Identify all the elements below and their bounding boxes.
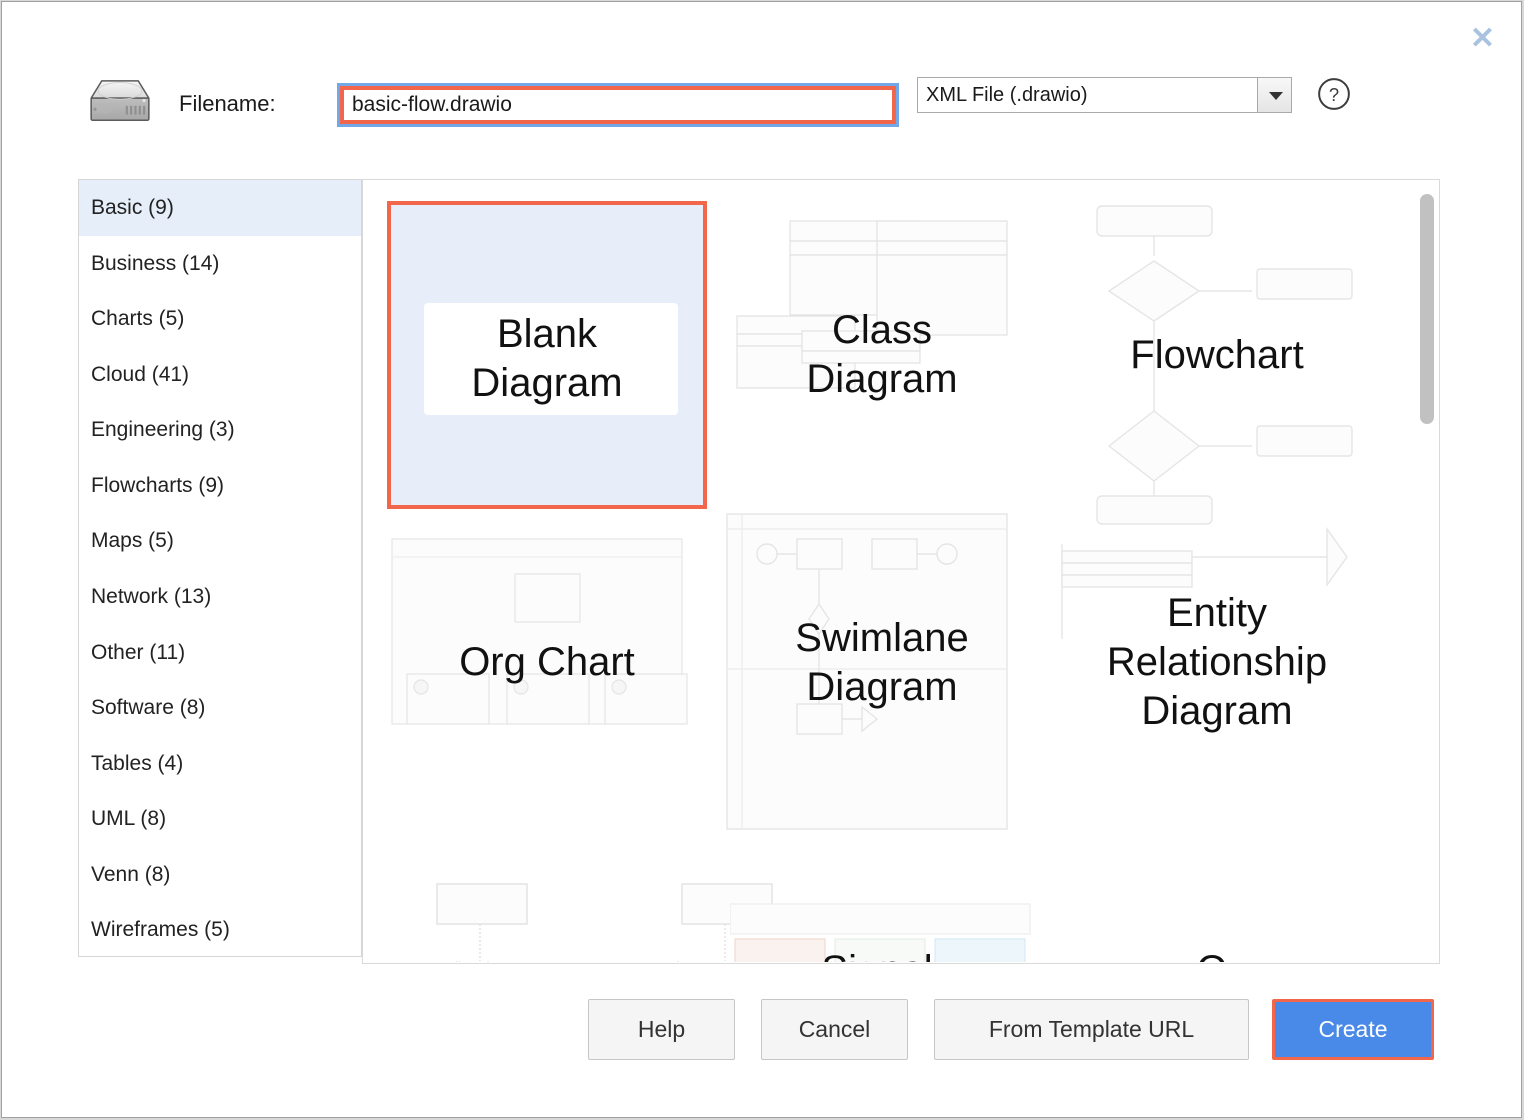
svg-text:?: ? xyxy=(1329,84,1339,105)
svg-text:dispatch: dispatch xyxy=(452,960,493,962)
svg-text:dispatch: dispatch xyxy=(677,960,683,962)
